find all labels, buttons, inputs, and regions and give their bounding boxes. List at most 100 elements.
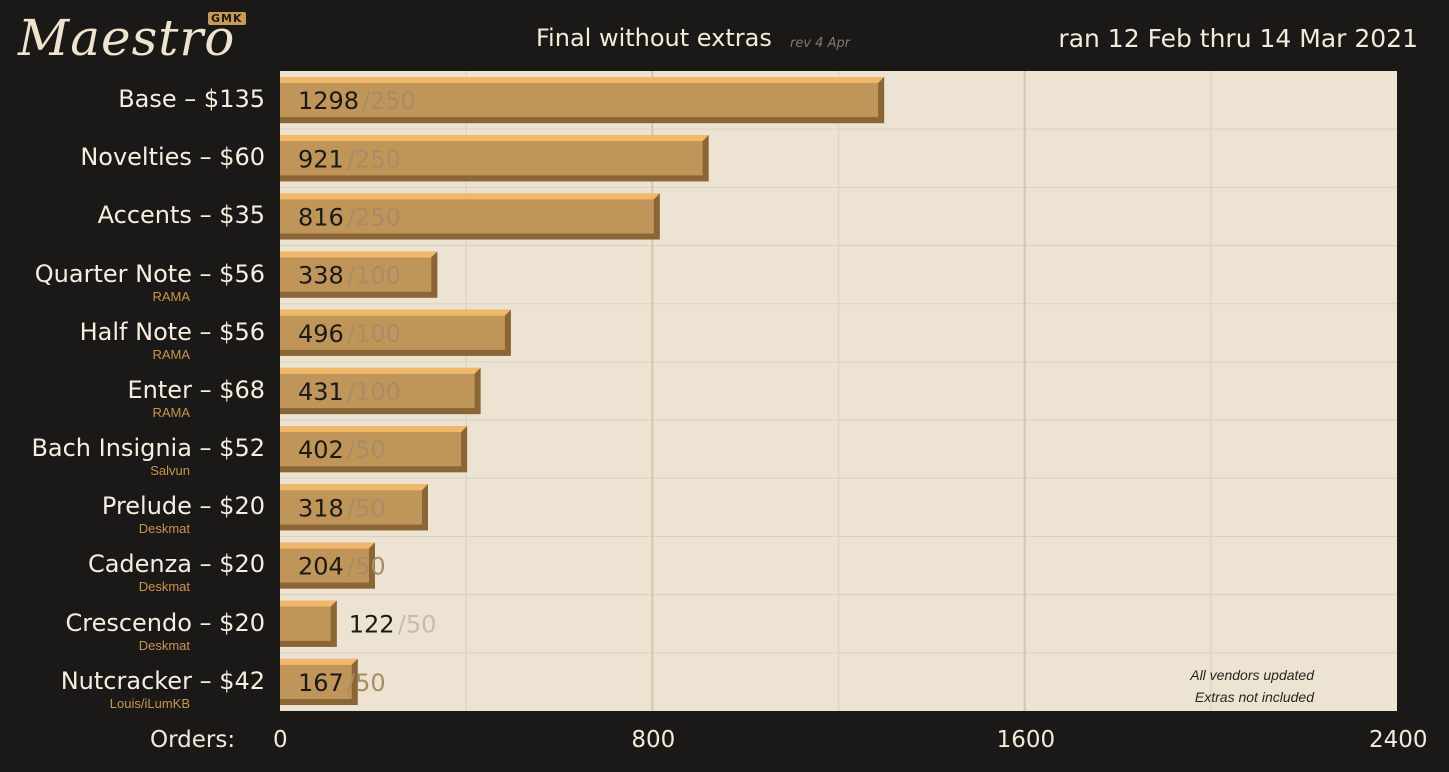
bar-bottom-bevel <box>280 349 511 356</box>
bar <box>280 600 337 647</box>
category-sublabel: Deskmat <box>138 521 190 537</box>
bar-bottom-bevel <box>280 233 660 240</box>
bar <box>280 193 660 240</box>
bar-bottom-bevel <box>280 582 375 589</box>
bar-group <box>280 77 885 124</box>
bar-value-label: 816 <box>298 203 344 231</box>
bar-group <box>280 542 375 589</box>
category-label: Crescendo – $20 <box>65 608 265 637</box>
note-vendors: All vendors updated <box>1190 667 1314 683</box>
bar-value-label: 338 <box>298 262 344 290</box>
note-extras: Extras not included <box>1194 689 1314 705</box>
bar-top-bevel <box>280 600 337 607</box>
category-sublabel: RAMA <box>152 404 190 420</box>
bar-group <box>280 193 660 240</box>
bar <box>280 367 481 415</box>
bar-value-label: 431 <box>298 378 344 406</box>
category-label: Base – $135 <box>118 85 265 113</box>
bar-bottom-bevel <box>280 524 429 531</box>
category-label: Accents – $35 <box>97 201 265 230</box>
bar-top-bevel <box>280 135 709 142</box>
category-sublabel: Deskmat <box>138 637 190 653</box>
bar-top-bevel <box>280 251 438 258</box>
bar <box>280 309 511 356</box>
maestro-logo: Maestro GMK <box>18 6 268 70</box>
bar-side-bevel <box>330 600 337 647</box>
category-sublabel: Louis/iLumKB <box>109 695 190 711</box>
bar-chart: 1298/250921/250816/250338/100496/100431/… <box>280 71 1397 711</box>
bar-top-bevel <box>280 542 375 549</box>
bar-top-bevel <box>280 367 481 374</box>
bar-minimum-label: /100 <box>347 262 401 290</box>
bar-minimum-label: /100 <box>347 320 401 348</box>
x-tick-label: 800 <box>631 727 676 753</box>
logo-text: Maestro <box>18 9 236 67</box>
bar-group <box>280 600 337 647</box>
plot-area: 1298/250 921/250 816/250 338/100 496/100 431/… <box>280 71 1397 711</box>
category-label: Nutcracker – $42 <box>60 666 265 695</box>
bar-top-bevel <box>280 658 358 665</box>
bar-top-bevel <box>280 193 660 200</box>
bar-group <box>280 367 481 415</box>
x-tick-label: 0 <box>273 727 288 753</box>
bar-side-bevel <box>461 426 468 473</box>
bar-value-label: 318 <box>298 494 344 522</box>
bar <box>280 77 885 124</box>
bar-value-label: 167 <box>298 669 344 697</box>
bar-bottom-bevel <box>280 291 438 298</box>
bar-value-label: 921 <box>298 145 344 173</box>
bar-group <box>280 251 438 298</box>
category-label: Half Note – $56 <box>79 317 265 346</box>
bar-top-bevel <box>280 77 885 83</box>
category-label: Bach Insignia – $52 <box>31 434 265 463</box>
bar <box>280 251 438 298</box>
bar-group <box>280 658 358 705</box>
bar-value-label: 122 <box>349 611 395 639</box>
bar-minimum-label: /50 <box>347 436 386 464</box>
bar-side-bevel <box>474 367 481 415</box>
category-sublabel: RAMA <box>152 288 190 304</box>
bar-bottom-bevel <box>280 175 709 182</box>
bar-bottom-bevel <box>280 408 481 415</box>
bar-side-bevel <box>504 309 511 356</box>
bar-side-bevel <box>368 542 375 589</box>
bar-top-bevel <box>280 309 511 316</box>
category-sublabel: RAMA <box>152 346 190 362</box>
category-sublabel: Deskmat <box>138 579 190 595</box>
category-label: Prelude – $20 <box>101 492 265 521</box>
bar-minimum-label: /250 <box>362 87 416 115</box>
chart-title: Final without extras <box>536 24 772 52</box>
bar-side-bevel <box>351 658 358 705</box>
bar-value-label: 496 <box>298 320 344 348</box>
bar-minimum-label: /50 <box>347 553 386 581</box>
category-sublabel: Salvun <box>150 463 190 479</box>
date-range: ran 12 Feb thru 14 Mar 2021 <box>1058 24 1418 53</box>
x-axis-label: Orders: <box>150 727 236 753</box>
x-tick-label: 2400 <box>1369 727 1428 753</box>
bar-bottom-bevel <box>280 699 358 705</box>
bar <box>280 135 709 182</box>
bar-side-bevel <box>702 135 709 182</box>
bar-value-label: 402 <box>298 436 344 464</box>
bar <box>280 426 468 473</box>
gmk-badge: GMK <box>208 12 246 25</box>
category-label: Enter – $68 <box>127 375 265 404</box>
bar-minimum-label: /100 <box>347 378 401 406</box>
bar <box>280 484 429 531</box>
bar-group <box>280 484 429 531</box>
bar-value-label: 204 <box>298 553 344 581</box>
bar-minimum-label: /50 <box>347 494 386 522</box>
category-label: Quarter Note – $56 <box>34 259 265 288</box>
bar <box>280 542 375 589</box>
bar-top-bevel <box>280 426 468 433</box>
bar-side-bevel <box>422 484 429 531</box>
bar-side-bevel <box>431 251 438 298</box>
category-label: Cadenza – $20 <box>87 550 265 579</box>
bar-group <box>280 426 468 473</box>
bar-top-bevel <box>280 484 429 491</box>
bar-minimum-label: /50 <box>398 611 437 639</box>
bar-value-label: 1298 <box>298 87 359 115</box>
revision-note: rev 4 Apr <box>790 36 851 51</box>
bar-minimum-label: /50 <box>347 669 386 697</box>
x-tick-label: 1600 <box>996 727 1056 753</box>
